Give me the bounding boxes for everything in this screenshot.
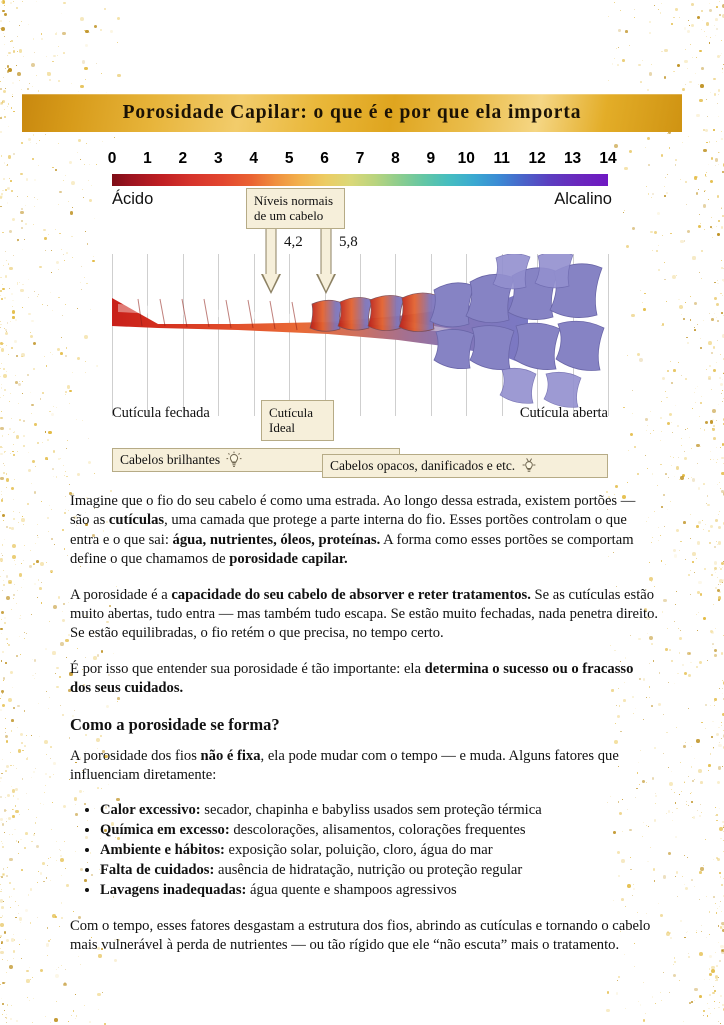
- label-closed-cuticle: Cutícula fechada: [112, 405, 210, 421]
- porosity-factors-list: Calor excessivo: secador, chapinha e bab…: [70, 801, 658, 900]
- paragraph-5: Com o tempo, esses fatores desgastam a e…: [70, 917, 651, 954]
- ph-tick-12: 12: [528, 150, 546, 167]
- arrow-ph-4-2: [261, 226, 281, 296]
- gridline-4: [253, 254, 255, 416]
- factor-item-2: Ambiente e hábitos: exposição solar, pol…: [100, 841, 658, 861]
- callout-normal-levels: Níveis normais de um cabelo: [246, 188, 345, 229]
- arrow-ph-5-8: [316, 226, 336, 296]
- paragraph-1: Imagine que o fio do seu cabelo é como u…: [70, 493, 636, 568]
- arrow-value-low: 4,2: [284, 234, 303, 250]
- article-body: Imagine que o fio do seu cabelo é como u…: [70, 492, 658, 972]
- lightbulb-on-icon: [226, 451, 242, 467]
- paragraph-2: A porosidade é a capacidade do seu cabel…: [70, 586, 659, 642]
- factor-item-1: Química em excesso: descolorações, alisa…: [100, 821, 658, 841]
- ph-tick-3: 3: [213, 150, 223, 167]
- acid-label: Ácido: [112, 190, 154, 208]
- hair-cuticle-graphic: [112, 254, 605, 408]
- ph-tick-14: 14: [599, 150, 617, 167]
- factor-item-0: Calor excessivo: secador, chapinha e bab…: [100, 801, 658, 821]
- gridline-0: [112, 254, 113, 416]
- ph-tick-9: 9: [426, 150, 436, 167]
- paragraph-4: A porosidade dos fios não é fixa, ela po…: [70, 747, 619, 784]
- factor-item-4: Lavagens inadequadas: água quente e sham…: [100, 881, 658, 901]
- ph-tick-labels: 0 1 2 3 4 5 6 7 8 9 10 11 12 13 14: [108, 150, 617, 172]
- callout-line-2: de um cabelo: [254, 208, 324, 224]
- gridline-2: [182, 254, 184, 416]
- page-title: Porosidade Capilar: o que é e por que el…: [122, 102, 582, 123]
- gridline-1: [147, 254, 149, 416]
- ph-tick-8: 8: [391, 150, 400, 167]
- strip-damaged-label: Cabelos opacos, danificados e etc.: [330, 458, 516, 474]
- strip-damaged-hair: Cabelos opacos, danificados e etc.: [322, 454, 608, 478]
- alkaline-label: Alcalino: [554, 190, 612, 208]
- label-open-cuticle: Cutícula aberta: [519, 405, 608, 421]
- box-ideal-line-2: Ideal: [269, 420, 295, 436]
- ph-tick-5: 5: [284, 150, 294, 167]
- ph-gradient-bar: [112, 174, 608, 186]
- section-heading: Como a porosidade se forma?: [70, 714, 280, 734]
- ph-tick-13: 13: [563, 150, 582, 167]
- banner-gold-background: Porosidade Capilar: o que é e por que el…: [22, 94, 682, 132]
- arrow-value-high: 5,8: [339, 234, 358, 250]
- gridline-3: [218, 254, 220, 416]
- factor-item-3: Falta de cuidados: ausência de hidrataçã…: [100, 861, 658, 881]
- ph-tick-1: 1: [143, 150, 152, 167]
- ph-tick-6: 6: [320, 150, 329, 167]
- ph-diagram: 0 1 2 3 4 5 6 7 8 9 10 11 12 13 14 Ácido Alcalino Níve…: [98, 150, 622, 478]
- gridline-5: [289, 254, 291, 416]
- hair-shaft-illustration: [98, 254, 622, 416]
- callout-line-1: Níveis normais: [254, 193, 334, 208]
- box-ideal-line-1: Cutícula: [269, 405, 314, 420]
- ph-tick-4: 4: [249, 150, 259, 167]
- strip-shiny-label: Cabelos brilhantes: [120, 452, 221, 468]
- lightbulb-broken-icon: [522, 458, 536, 472]
- ph-tick-7: 7: [355, 150, 365, 167]
- gridline-14: [608, 254, 609, 416]
- paragraph-3: É por isso que entender sua porosidade é…: [70, 660, 634, 697]
- gridline-6: [324, 254, 326, 416]
- ph-tick-2: 2: [178, 150, 188, 167]
- box-ideal-cuticle: Cutícula Ideal: [261, 400, 334, 441]
- ph-tick-10: 10: [457, 150, 475, 167]
- title-banner: Porosidade Capilar: o que é e por que el…: [0, 94, 724, 132]
- ph-tick-11: 11: [493, 150, 510, 167]
- ph-tick-0: 0: [107, 150, 117, 167]
